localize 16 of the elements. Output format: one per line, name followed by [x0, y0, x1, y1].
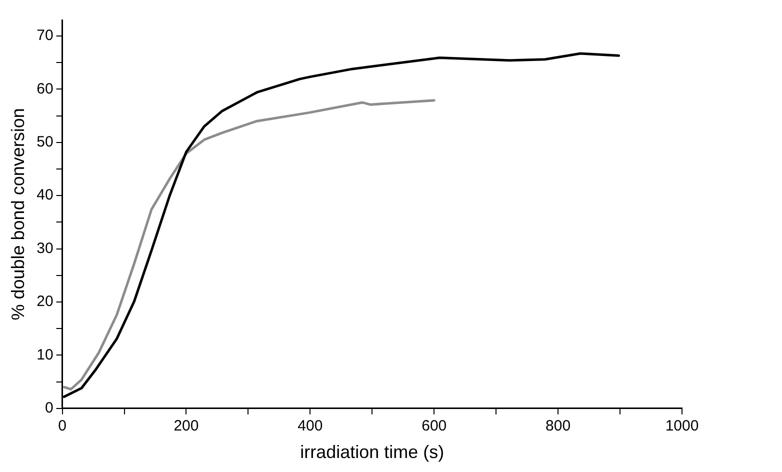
x-tick-label: 800 [546, 418, 571, 435]
x-tick-label: 200 [174, 418, 199, 435]
y-tick-label: 20 [36, 293, 54, 310]
y-tick-label: 70 [36, 27, 54, 44]
y-tick-label: 0 [44, 400, 54, 417]
x-tick-label: 400 [298, 418, 323, 435]
y-tick-label: 10 [36, 346, 54, 364]
x-tick-label: 600 [422, 418, 447, 435]
y-tick-label: 30 [36, 240, 54, 257]
x-axis-title: irradiation time (s) [300, 442, 444, 462]
x-tick-label: 1000 [665, 418, 699, 435]
y-tick-label: 50 [36, 134, 54, 151]
y-tick-label: 40 [36, 186, 54, 204]
x-tick-label: 0 [58, 418, 66, 435]
y-tick-label: 60 [36, 80, 54, 98]
y-axis-title: % double bond conversion [8, 108, 28, 320]
